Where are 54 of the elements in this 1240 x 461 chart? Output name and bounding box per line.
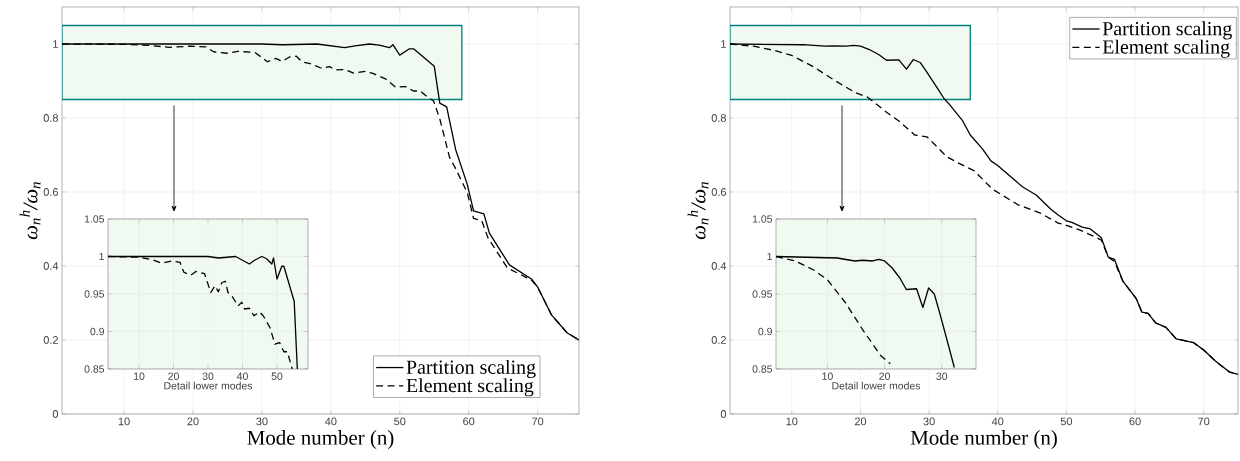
x-axis-title: Mode number (n) bbox=[247, 430, 394, 450]
x-tick-label: 30 bbox=[936, 372, 948, 380]
x-axis-title: Detail lower modes bbox=[164, 381, 253, 390]
y-tick-label: 0.4 bbox=[711, 262, 727, 270]
y-tick-label: 1.05 bbox=[752, 215, 773, 223]
y-tick-label: 0.4 bbox=[43, 262, 59, 270]
y-tick-label: 1 bbox=[53, 40, 58, 48]
y-tick-label: 0.85 bbox=[752, 365, 773, 373]
x-tick-label: 40 bbox=[325, 417, 337, 426]
x-tick-label: 20 bbox=[854, 417, 867, 426]
x-tick-label: 30 bbox=[202, 372, 214, 380]
y-axis-title: ω$_{n}$$^{h}$/ω$_{n}$ bbox=[19, 182, 41, 240]
x-tick-label: 60 bbox=[463, 417, 475, 426]
y-tick-label: 1 bbox=[99, 252, 104, 261]
x-tick-label: 40 bbox=[236, 372, 248, 380]
x-tick-label: 20 bbox=[168, 372, 179, 380]
y-tick-label: 0.2 bbox=[711, 336, 726, 344]
x-tick-label: 50 bbox=[271, 372, 283, 380]
y-tick-label: 0.8 bbox=[711, 114, 727, 122]
y-tick-label: 0.9 bbox=[758, 327, 772, 336]
y-tick-label: 1 bbox=[767, 252, 772, 261]
y-tick-label: 0.9 bbox=[90, 327, 104, 336]
y-axis-title: ω$_{n}$$^{h}$/ω$_{n}$ bbox=[687, 182, 709, 240]
x-tick-label: 40 bbox=[991, 417, 1004, 426]
x-tick-label: 10 bbox=[118, 417, 130, 426]
x-axis-title: Detail lower modes bbox=[832, 381, 921, 390]
x-tick-label: 20 bbox=[187, 417, 199, 426]
x-tick-label: 10 bbox=[786, 417, 798, 426]
y-tick-label: 0 bbox=[52, 410, 59, 418]
y-tick-label: 0 bbox=[720, 410, 727, 418]
x-tick-label: 30 bbox=[923, 417, 935, 426]
x-axis-title: Mode number (n) bbox=[910, 430, 1057, 450]
y-tick-label: 1 bbox=[721, 40, 726, 48]
x-tick-label: 70 bbox=[532, 417, 544, 426]
legend-label: Partition scaling bbox=[406, 359, 536, 379]
y-tick-label: 0.6 bbox=[711, 188, 727, 196]
x-tick-label: 10 bbox=[822, 372, 833, 380]
x-tick-label: 20 bbox=[879, 372, 890, 380]
x-tick-label: 10 bbox=[134, 372, 145, 380]
legend-label: Element scaling bbox=[406, 378, 534, 397]
y-tick-label: 0.85 bbox=[84, 365, 105, 373]
legend-label: Element scaling bbox=[1102, 39, 1230, 58]
x-tick-label: 70 bbox=[1198, 417, 1210, 426]
x-tick-label: 50 bbox=[1060, 417, 1073, 426]
y-tick-label: 0.8 bbox=[43, 114, 59, 122]
y-tick-label: 0.2 bbox=[43, 336, 58, 344]
y-tick-label: 1.05 bbox=[84, 215, 105, 223]
y-tick-label: 0.95 bbox=[752, 290, 773, 298]
y-tick-label: 0.6 bbox=[43, 188, 59, 196]
x-tick-label: 30 bbox=[256, 417, 268, 426]
x-tick-label: 50 bbox=[394, 417, 406, 426]
y-tick-label: 0.95 bbox=[84, 290, 105, 298]
legend-label: Partition scaling bbox=[1102, 21, 1232, 40]
x-tick-label: 60 bbox=[1129, 417, 1141, 426]
